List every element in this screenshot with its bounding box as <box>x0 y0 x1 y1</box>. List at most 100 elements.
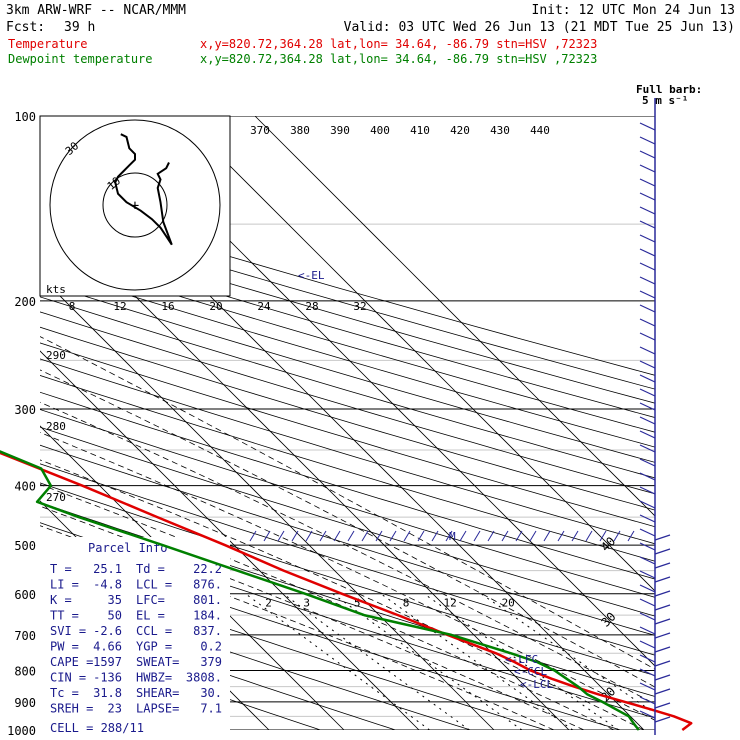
sounding-profiles <box>0 450 693 731</box>
theta-label: 380 <box>290 124 310 137</box>
pressure-tick-label: 300 <box>14 403 36 417</box>
dry-adiabat <box>40 281 655 463</box>
wind-barb <box>639 458 656 467</box>
dry-adiabat <box>40 391 655 580</box>
parcel-info-title: Parcel Info <box>88 541 167 555</box>
parcel-value: 0.2 <box>200 640 222 654</box>
wind-barb <box>654 646 671 653</box>
wind-barb <box>639 570 656 579</box>
parcel-value: CAPE = <box>50 655 93 669</box>
wind-barb-small <box>459 530 467 542</box>
valid-time: Valid: 03 UTC Wed 26 Jun 13 (21 MDT Tue … <box>344 20 735 35</box>
parcel-value: -2.6 <box>93 624 122 638</box>
wind-barb <box>639 542 656 551</box>
legend-temperature-info: x,y=820.72,364.28 lat,lon= 34.64, -86.79… <box>200 37 597 51</box>
wind-barb-small <box>515 530 523 542</box>
thetae-label: 32 <box>353 300 366 313</box>
parcel-value: SREH = <box>50 702 93 716</box>
wind-barb <box>639 514 656 523</box>
parcel-cell-value: CELL = 288/11 <box>50 721 144 735</box>
ccl-marker: <-CCL <box>514 665 547 678</box>
thetae-label: 8 <box>69 300 76 313</box>
theta-label: 390 <box>330 124 350 137</box>
legend-dewpoint-label: Dewpoint temperature <box>8 52 153 66</box>
wind-barb <box>639 430 656 439</box>
dry-adiabat <box>40 239 655 418</box>
wind-barb-small <box>613 530 621 542</box>
wind-barb-small <box>487 530 495 542</box>
parcel-value: 7.1 <box>200 702 222 716</box>
wind-barb <box>639 276 656 285</box>
wind-barb-small <box>557 530 565 542</box>
model-title: 3km ARW-WRF -- NCAR/MMM <box>6 3 186 18</box>
wind-barb-small <box>291 530 299 542</box>
wind-barb <box>639 290 656 299</box>
wind-barb-small <box>249 530 257 542</box>
wind-barb <box>639 122 656 131</box>
wind-barb <box>639 682 656 691</box>
parcel-value: YGP = <box>136 640 172 654</box>
mixing-ratio-label: 2 <box>265 597 272 610</box>
wind-barb-small <box>333 530 341 542</box>
dry-adiabat <box>40 326 655 511</box>
parcel-value: 379 <box>200 655 222 669</box>
parcel-value: CCL = <box>136 624 172 638</box>
forecast-label: Fcst: <box>6 20 45 35</box>
thetae-label: 20 <box>209 300 222 313</box>
wind-barb-small <box>571 530 579 542</box>
isotherm <box>254 116 655 517</box>
wind-barb <box>639 234 656 243</box>
wind-barb <box>654 716 671 723</box>
pressure-tick-label: 400 <box>14 480 36 494</box>
parcel-value: Td = <box>136 562 165 576</box>
el-marker: <-EL <box>298 269 325 282</box>
parcel-value: T = <box>50 562 72 576</box>
dry-adiabat <box>40 225 655 404</box>
wind-barbs <box>249 98 671 735</box>
dry-adiabat <box>40 296 655 479</box>
lfc-marker: <-LFC <box>505 653 538 666</box>
hodograph-frame <box>39 115 231 297</box>
moist-adiabat <box>40 432 655 721</box>
wind-barb <box>654 660 671 667</box>
wind-barb <box>639 556 656 565</box>
parcel-value: HWBZ= <box>136 671 172 685</box>
wind-barb <box>639 696 656 705</box>
wind-barb-small <box>473 530 481 542</box>
isotherm <box>40 350 420 730</box>
theta-label: 410 <box>410 124 430 137</box>
lcl-marker: <-LCL <box>520 678 553 691</box>
wind-barb-small <box>319 530 327 542</box>
pressure-tick-label: 500 <box>14 539 36 553</box>
parcel-value: -136 <box>93 671 122 685</box>
wind-barb <box>654 618 671 625</box>
wind-barb <box>654 576 671 583</box>
forecast-hours: 39 h <box>64 20 95 35</box>
parcel-value: SHEAR= <box>136 686 179 700</box>
pressure-tick-label: 200 <box>14 295 36 309</box>
isotherm <box>179 116 655 592</box>
wind-barb-small <box>501 530 509 542</box>
isotherm <box>40 425 345 730</box>
dry-adiabat <box>40 609 396 730</box>
wind-barb <box>639 654 656 663</box>
wind-barb <box>639 248 656 257</box>
moist-adiabat <box>40 336 655 670</box>
wind-key-label: Full barb: <box>636 83 702 96</box>
wind-barb <box>639 710 656 719</box>
hodograph-units: kts <box>46 283 66 296</box>
thetae-label: 28 <box>305 300 318 313</box>
hodograph-outer-ring <box>49 119 221 291</box>
wind-barb <box>654 632 671 639</box>
wind-barb-small <box>389 530 397 542</box>
theta-label: 400 <box>370 124 390 137</box>
thetae-label: 16 <box>161 300 174 313</box>
pressure-tick-label: 1000 <box>7 724 36 738</box>
wind-barb <box>639 192 656 201</box>
dry-adiabat <box>40 482 655 676</box>
wind-barb-small <box>585 530 593 542</box>
parcel-value: CIN = <box>50 671 86 685</box>
parcel-value: -4.8 <box>93 578 122 592</box>
parcel-value: Tc = <box>50 686 79 700</box>
pressure-tick-label: 900 <box>14 696 36 710</box>
